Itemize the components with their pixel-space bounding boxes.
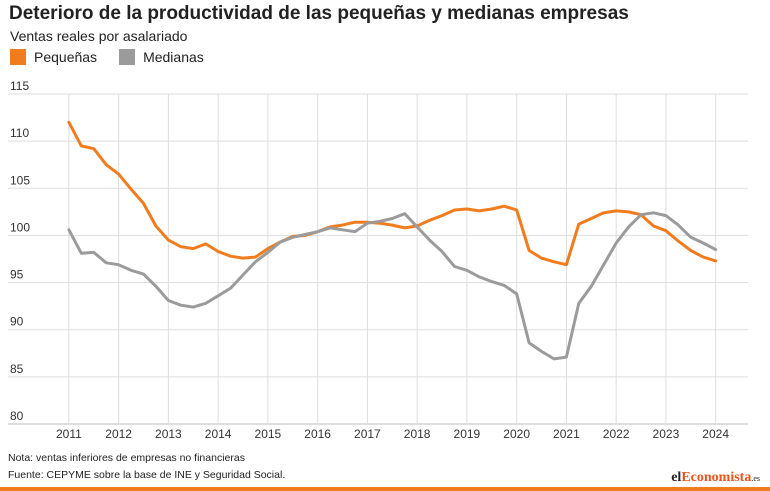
note-text: Nota: ventas inferiores de empresas no f…	[8, 452, 245, 464]
x-tick-label-2021: 2021	[553, 427, 580, 441]
x-tick-label-2013: 2013	[155, 427, 182, 441]
x-tick-label-2022: 2022	[603, 427, 630, 441]
chart-title: Deterioro de la productividad de las peq…	[9, 3, 629, 24]
brand-part1: el	[671, 470, 682, 485]
x-tick-label-2018: 2018	[404, 427, 431, 441]
y-tick-label-90: 90	[10, 315, 24, 329]
x-tick-label-2019: 2019	[454, 427, 481, 441]
y-tick-label-95: 95	[10, 268, 24, 282]
legend-item-pequenas: Pequeñas	[10, 49, 97, 65]
chart-subtitle: Ventas reales por asalariado	[10, 28, 188, 44]
y-tick-label-80: 80	[10, 409, 24, 423]
x-tick-label-2014: 2014	[205, 427, 232, 441]
grid-lines	[8, 93, 748, 425]
series-line-medianas	[67, 211, 718, 361]
x-tick-label-2017: 2017	[354, 427, 381, 441]
legend-label-medianas: Medianas	[143, 49, 204, 65]
series-line-pequenas	[67, 120, 718, 267]
legend-label-pequenas: Pequeñas	[34, 49, 98, 65]
x-axis-tick-labels: 2011 2012 2013 2014 2015 2016 2017 2018 2019 2020…	[56, 427, 729, 441]
y-tick-label-85: 85	[10, 362, 24, 376]
x-tick-label-2015: 2015	[255, 427, 282, 441]
brand-logo: elEconomista.es	[671, 470, 760, 486]
x-tick-label-2024: 2024	[702, 427, 729, 441]
legend-item-medianas: Medianas	[119, 49, 204, 65]
legend: Pequeñas Medianas	[10, 49, 226, 65]
x-tick-label-2012: 2012	[105, 427, 132, 441]
series-lines	[67, 120, 718, 361]
x-tick-label-2020: 2020	[503, 427, 530, 441]
x-tick-label-2011: 2011	[56, 427, 82, 441]
legend-swatch-pequenas	[10, 49, 26, 65]
bottom-accent-bar	[0, 487, 770, 491]
x-tick-label-2023: 2023	[653, 427, 680, 441]
y-tick-label-115: 115	[10, 79, 29, 93]
y-tick-label-100: 100	[10, 220, 30, 234]
y-tick-label-105: 105	[10, 173, 30, 187]
legend-swatch-medianas	[119, 49, 136, 65]
y-axis-tick-labels: 80 85 90 95 100 105 110 115	[10, 79, 30, 423]
brand-suffix: .es	[751, 474, 760, 483]
brand-part2: Economista	[681, 470, 752, 485]
y-tick-label-110: 110	[10, 126, 29, 140]
source-text: Fuente: CEPYME sobre la base de INE y Se…	[8, 469, 286, 481]
x-tick-label-2016: 2016	[304, 427, 331, 441]
